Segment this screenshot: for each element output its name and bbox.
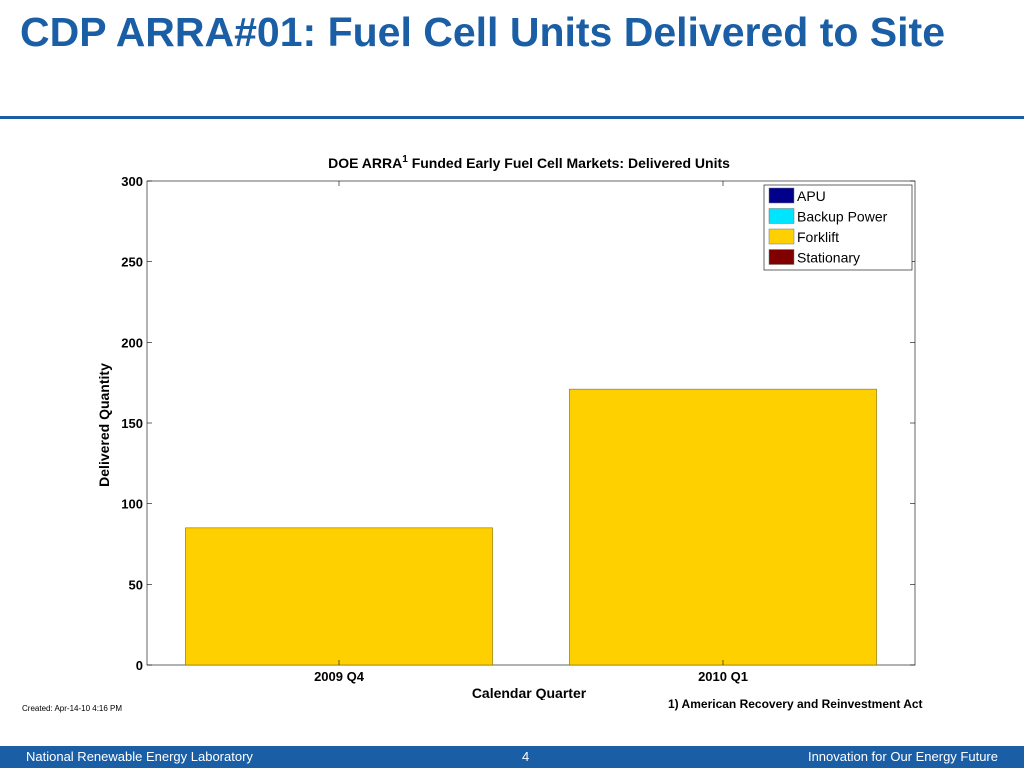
footer-bar: National Renewable Energy Laboratory 4 I… bbox=[0, 746, 1024, 768]
footer-tagline: Innovation for Our Energy Future bbox=[807, 749, 998, 764]
y-tick-label: 200 bbox=[121, 335, 143, 350]
x-tick-label: 2010 Q1 bbox=[698, 669, 748, 684]
x-axis-label: Calendar Quarter bbox=[472, 685, 587, 700]
footer-organization: National Renewable Energy Laboratory bbox=[26, 749, 253, 764]
chart-title: DOE ARRA1 Funded Early Fuel Cell Markets… bbox=[328, 154, 730, 171]
bar-chart: DOE ARRA1 Funded Early Fuel Cell Markets… bbox=[96, 154, 916, 700]
legend-label: APU bbox=[797, 188, 826, 204]
footnote: 1) American Recovery and Reinvestment Ac… bbox=[668, 697, 923, 711]
y-tick-label: 300 bbox=[121, 174, 143, 189]
y-tick-label: 100 bbox=[121, 497, 143, 512]
slide-title: CDP ARRA#01: Fuel Cell Units Delivered t… bbox=[20, 9, 946, 55]
y-tick-label: 150 bbox=[121, 416, 143, 431]
legend-swatch bbox=[768, 228, 795, 245]
legend-swatch bbox=[768, 208, 795, 224]
legend-label: Stationary bbox=[797, 250, 860, 266]
bar-forklift-2010-q1 bbox=[569, 388, 877, 666]
x-tick-label: 2009 Q4 bbox=[314, 669, 365, 684]
bar-forklift-2009-q4 bbox=[185, 527, 493, 666]
x-axis: 2009 Q4 2010 Q1 bbox=[314, 181, 748, 684]
bar-series bbox=[185, 388, 877, 666]
y-tick-label: 0 bbox=[136, 658, 143, 673]
y-axis: 0 50 100 150 200 250 300 bbox=[121, 174, 915, 673]
legend: APU Backup Power Forklift Stationary bbox=[763, 184, 913, 271]
y-tick-label: 250 bbox=[121, 255, 143, 270]
legend-label: Backup Power bbox=[797, 209, 888, 225]
y-axis-label: Delivered Quantity bbox=[96, 363, 112, 487]
created-timestamp: Created: Apr-14-10 4:16 PM bbox=[22, 704, 123, 713]
page-number: 4 bbox=[522, 749, 530, 764]
legend-label: Forklift bbox=[797, 229, 839, 245]
legend-swatch bbox=[768, 187, 795, 204]
title-divider bbox=[0, 116, 1024, 119]
y-tick-label: 50 bbox=[129, 577, 143, 592]
legend-swatch bbox=[768, 249, 795, 265]
